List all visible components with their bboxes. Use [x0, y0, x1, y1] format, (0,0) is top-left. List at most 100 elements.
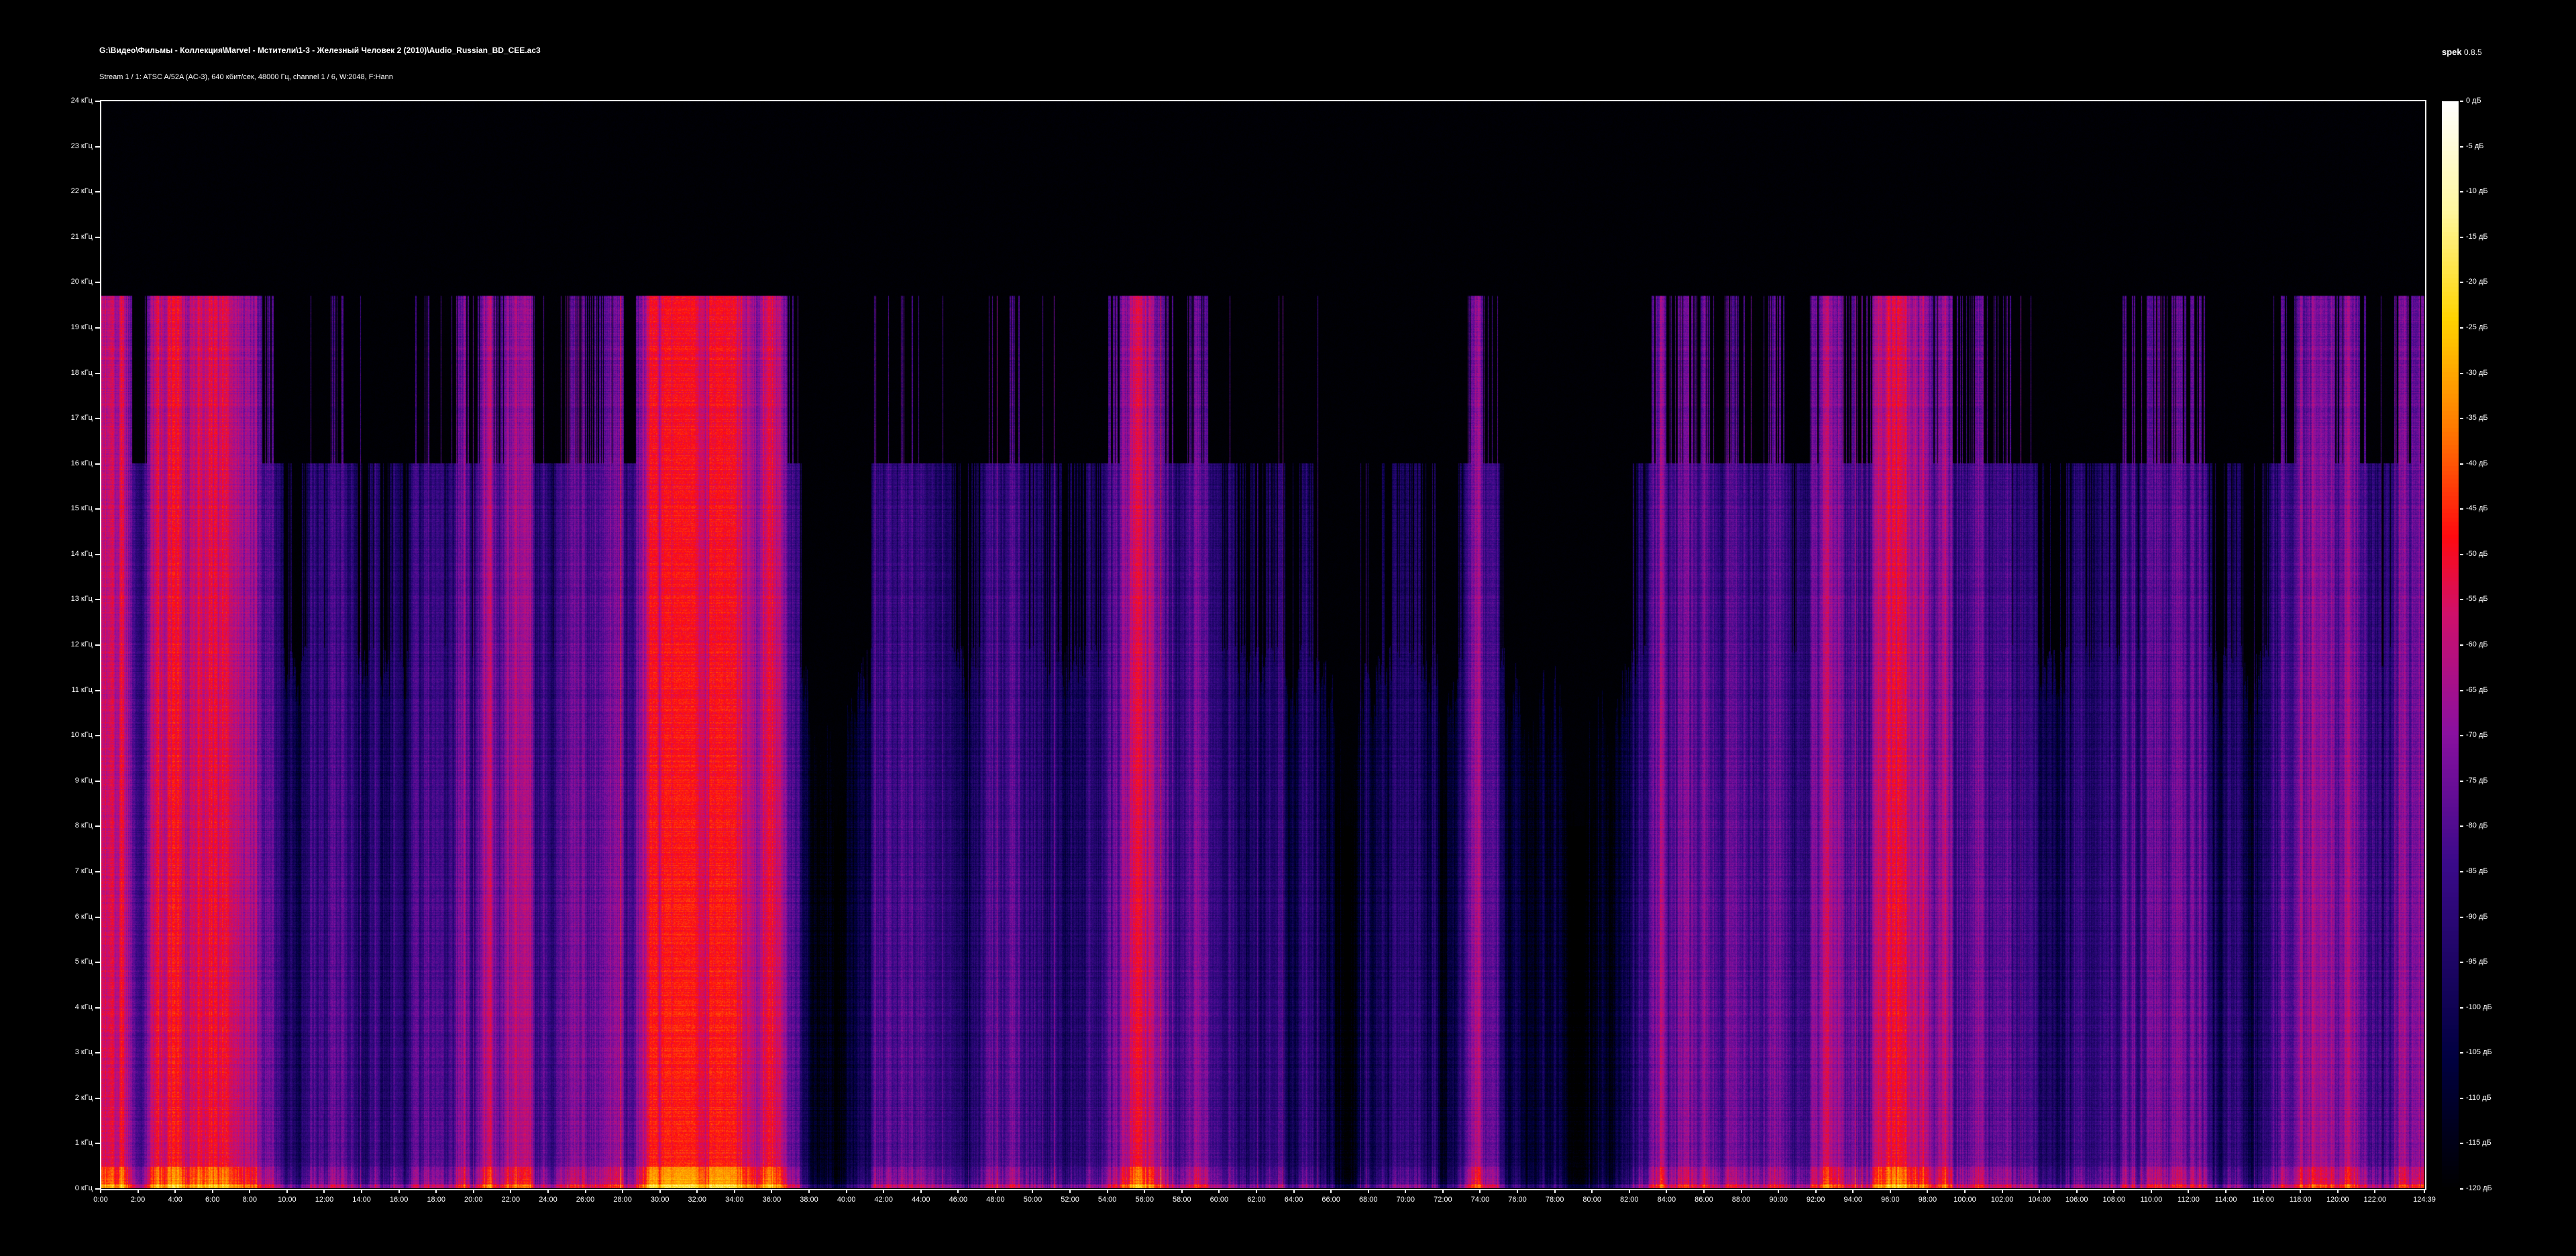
- x-tick: [2262, 1189, 2264, 1193]
- x-tick: [1628, 1189, 1630, 1193]
- x-tick: [1666, 1189, 1668, 1193]
- x-tick: [2001, 1189, 2003, 1193]
- colorbar-tick: [2460, 101, 2463, 102]
- colorbar-tick-label: -95 дБ: [2466, 958, 2488, 966]
- x-tick: [1032, 1189, 1034, 1193]
- x-tick: [659, 1189, 661, 1193]
- colorbar-tick: [2460, 1143, 2463, 1145]
- colorbar-tick-label: -70 дБ: [2466, 731, 2488, 740]
- x-tick: [733, 1189, 735, 1193]
- x-tick-label: 78:00: [1545, 1196, 1564, 1204]
- y-tick: [95, 372, 100, 374]
- x-tick-label: 94:00: [1843, 1196, 1862, 1204]
- x-tick: [1703, 1189, 1705, 1193]
- x-tick-label: 90:00: [1769, 1196, 1788, 1204]
- colorbar-tick-label: -110 дБ: [2466, 1093, 2491, 1102]
- x-tick: [994, 1189, 996, 1193]
- colorbar-tick: [2460, 644, 2463, 646]
- colorbar-tick-label: -75 дБ: [2466, 776, 2488, 785]
- x-tick-label: 114:00: [2214, 1196, 2237, 1204]
- x-tick-label: 70:00: [1396, 1196, 1415, 1204]
- x-tick-label: 40:00: [837, 1196, 856, 1204]
- colorbar-tick-label: -80 дБ: [2466, 821, 2488, 830]
- colorbar-tick: [2460, 735, 2463, 737]
- y-tick: [95, 463, 100, 465]
- x-tick-label: 28:00: [613, 1196, 632, 1204]
- x-tick-label: 60:00: [1210, 1196, 1229, 1204]
- x-tick: [547, 1189, 549, 1193]
- colorbar-tick-label: -85 дБ: [2466, 866, 2488, 875]
- colorbar-tick-label: -60 дБ: [2466, 640, 2488, 648]
- x-tick-label: 38:00: [800, 1196, 818, 1204]
- x-tick: [771, 1189, 773, 1193]
- x-tick-label: 2:00: [130, 1196, 146, 1204]
- y-tick-label: 0 кГц: [74, 1184, 93, 1192]
- y-tick: [95, 1007, 100, 1009]
- x-tick-label: 22:00: [501, 1196, 521, 1204]
- x-tick: [2225, 1189, 2227, 1193]
- y-tick-label: 17 кГц: [70, 414, 93, 422]
- x-tick-label: 116:00: [2252, 1196, 2275, 1204]
- x-tick-label: 48:00: [986, 1196, 1005, 1204]
- y-tick: [95, 599, 100, 601]
- x-tick-label: 12:00: [315, 1196, 334, 1204]
- colorbar-tick: [2460, 870, 2463, 872]
- x-tick-label: 8:00: [242, 1196, 258, 1204]
- x-tick: [1442, 1189, 1444, 1193]
- y-tick-label: 3 кГц: [74, 1048, 93, 1057]
- x-tick: [2188, 1189, 2190, 1193]
- x-tick-label: 62:00: [1247, 1196, 1266, 1204]
- x-tick: [435, 1189, 437, 1193]
- x-tick-label: 120:00: [2326, 1196, 2349, 1204]
- x-tick-label: 6:00: [205, 1196, 220, 1204]
- spectrogram-heatmap: [101, 101, 2424, 1188]
- x-tick-label: 18:00: [427, 1196, 445, 1204]
- x-tick-label: 14:00: [352, 1196, 371, 1204]
- y-tick: [95, 418, 100, 420]
- x-tick-label: 76:00: [1508, 1196, 1527, 1204]
- x-tick-label: 44:00: [911, 1196, 930, 1204]
- y-tick-label: 2 кГц: [74, 1093, 93, 1102]
- x-tick-label: 122:00: [2363, 1196, 2387, 1204]
- x-tick: [137, 1189, 139, 1193]
- x-tick: [174, 1189, 176, 1193]
- y-tick: [95, 1188, 100, 1190]
- x-tick-label: 52:00: [1061, 1196, 1079, 1204]
- y-tick-label: 1 кГц: [74, 1139, 93, 1147]
- x-tick-label: 100:00: [1953, 1196, 1976, 1204]
- colorbar-tick: [2460, 327, 2463, 329]
- colorbar-tick-label: -55 дБ: [2466, 595, 2488, 604]
- y-tick: [95, 1052, 100, 1054]
- x-tick: [2039, 1189, 2041, 1193]
- colorbar-tick: [2460, 418, 2463, 420]
- colorbar-tick-label: -5 дБ: [2466, 141, 2484, 150]
- y-tick: [95, 825, 100, 827]
- x-tick-label: 110:00: [2140, 1196, 2163, 1204]
- app-version: 0.8.5: [2463, 48, 2482, 57]
- x-tick-label: 0:00: [93, 1196, 108, 1204]
- x-tick: [1964, 1189, 1966, 1193]
- x-tick: [1144, 1189, 1146, 1193]
- x-tick: [100, 1189, 101, 1193]
- y-tick: [95, 327, 100, 329]
- y-tick: [95, 644, 100, 646]
- colorbar-tick: [2460, 1052, 2463, 1054]
- x-tick-label: 24:00: [539, 1196, 557, 1204]
- x-tick-label: 16:00: [389, 1196, 409, 1204]
- y-tick: [95, 191, 100, 193]
- x-tick-label: 72:00: [1434, 1196, 1452, 1204]
- colorbar-tick-label: -120 дБ: [2466, 1184, 2492, 1192]
- colorbar-tick-label: -40 дБ: [2466, 459, 2488, 467]
- colorbar-tick-label: -25 дБ: [2466, 323, 2488, 331]
- y-tick-label: 23 кГц: [70, 141, 93, 150]
- x-tick-label: 10:00: [278, 1196, 297, 1204]
- y-tick: [95, 689, 100, 691]
- colorbar-tick: [2460, 553, 2463, 555]
- x-tick: [1479, 1189, 1481, 1193]
- colorbar-tick: [2460, 191, 2463, 193]
- x-tick: [323, 1189, 325, 1193]
- x-tick-label: 80:00: [1582, 1196, 1601, 1204]
- colorbar-tick-label: -105 дБ: [2466, 1048, 2492, 1057]
- x-tick-label: 58:00: [1173, 1196, 1191, 1204]
- y-tick-label: 22 кГц: [70, 187, 93, 196]
